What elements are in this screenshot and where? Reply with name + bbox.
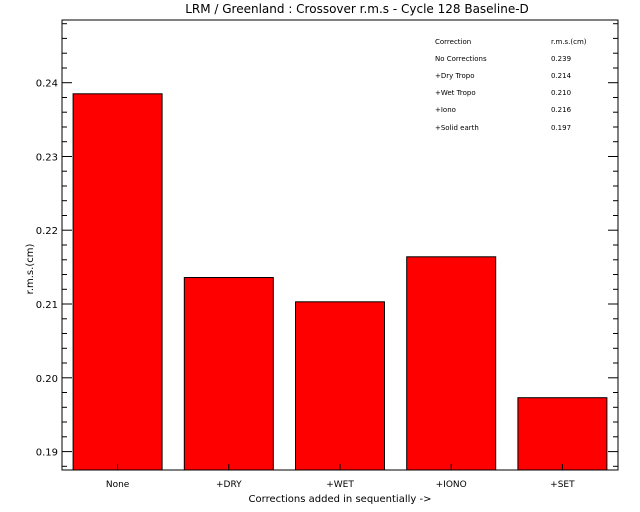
y-tick-label: 0.22	[36, 226, 58, 237]
bar-3	[406, 256, 497, 471]
y-tick-label: 0.19	[36, 448, 58, 459]
chart-title: LRM / Greenland : Crossover r.m.s - Cycl…	[185, 2, 529, 16]
y-axis-label: r.m.s.(cm)	[25, 244, 36, 295]
table-row-4-value: 0.197	[551, 124, 571, 132]
table-row-2-label: +Wet Tropo	[435, 89, 476, 97]
plot-frame	[61, 19, 619, 471]
y-tick-label: 0.24	[36, 79, 58, 90]
table-row-3-value: 0.216	[551, 106, 572, 114]
x-tick-label: +SET	[550, 480, 575, 490]
correction-table: Correction r.m.s.(cm) No Corrections 0.2…	[435, 38, 587, 132]
x-axis-label: Corrections added in sequentially ->	[249, 494, 432, 505]
x-tick-label: +IONO	[436, 480, 467, 490]
table-row-4-label: +Solid earth	[435, 124, 479, 132]
table-row-0-value: 0.239	[551, 55, 571, 63]
y-tick-label: 0.21	[36, 300, 58, 311]
table-header-correction: Correction	[435, 38, 471, 46]
table-row-1-value: 0.214	[551, 72, 572, 80]
bar-2	[295, 301, 385, 471]
y-ticks-group: 0.19 0.20 0.21 0.22 0.23 0.24	[36, 23, 618, 467]
x-tick-label: None	[106, 480, 130, 490]
table-row-1-label: +Dry Tropo	[435, 72, 474, 80]
bar-0	[72, 93, 163, 471]
x-tick-labels-group: None +DRY +WET +IONO +SET	[106, 464, 575, 490]
y-tick-label: 0.20	[36, 374, 58, 385]
x-tick-label: +WET	[326, 480, 354, 490]
table-row-2-value: 0.210	[551, 89, 571, 97]
table-row-3-label: +Iono	[435, 106, 456, 114]
x-tick-label: +DRY	[216, 480, 242, 490]
y-tick-label: 0.23	[36, 153, 58, 164]
bar-4	[517, 397, 608, 471]
table-header-rms: r.m.s.(cm)	[551, 38, 587, 46]
bars-group	[72, 93, 608, 471]
table-row-0-label: No Corrections	[435, 55, 487, 63]
bar-1	[183, 277, 274, 471]
